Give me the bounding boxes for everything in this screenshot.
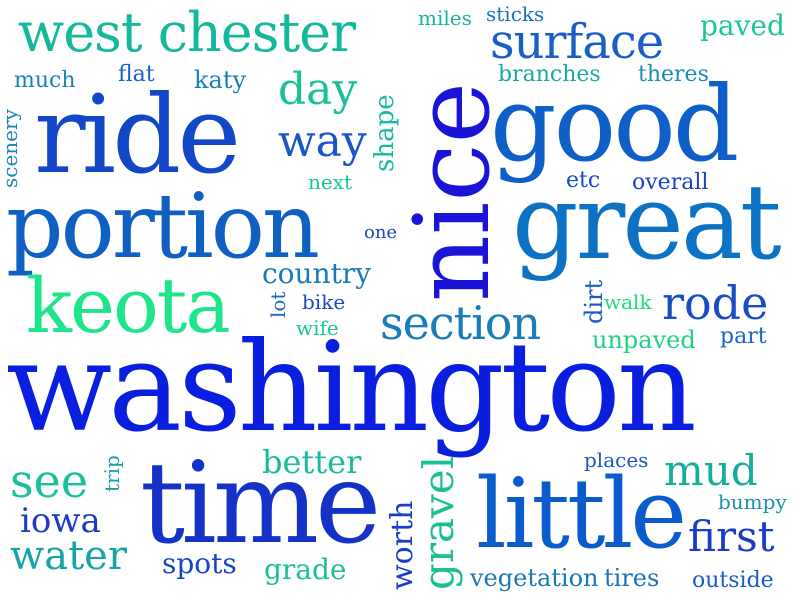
word-ride: ride <box>34 73 241 198</box>
word-places: places <box>584 448 649 472</box>
word-water: water <box>10 533 127 579</box>
word-dirt: dirt <box>580 279 608 324</box>
word-spots: spots <box>162 547 237 580</box>
word-branches: branches <box>498 62 601 87</box>
word-lot: lot <box>266 291 290 318</box>
word-tires: tires <box>604 564 660 592</box>
word-wife: wife <box>296 316 339 340</box>
word-bike: bike <box>302 290 346 314</box>
word-theres: theres <box>638 62 709 87</box>
word-outside: outside <box>692 568 774 593</box>
word-good: good <box>490 63 739 185</box>
word-see: see <box>10 454 89 508</box>
word-miles: miles <box>418 6 472 30</box>
word-overall: overall <box>632 170 709 195</box>
word-time: time <box>140 439 381 569</box>
word-rode: rode <box>662 276 769 330</box>
word-shape: shape <box>370 94 400 172</box>
word-trip: trip <box>100 455 124 492</box>
word-paved: paved <box>700 9 785 42</box>
word-sticks: sticks <box>486 2 545 26</box>
word-section: section <box>380 296 541 350</box>
word-country: country <box>262 257 372 290</box>
word-better: better <box>262 443 362 481</box>
word-west-chester: west chester <box>18 1 356 64</box>
word-nice: nice <box>391 81 513 302</box>
word-scenery: scenery <box>0 109 22 188</box>
word-gravel: gravel <box>414 455 463 590</box>
word-surface: surface <box>490 14 664 70</box>
word-way: way <box>278 116 367 167</box>
word-great: great <box>512 161 782 283</box>
word-day: day <box>278 64 358 115</box>
word-portion: portion <box>6 174 320 279</box>
word-next: next <box>308 170 353 194</box>
word-bumpy: bumpy <box>718 490 787 514</box>
word-little: little <box>476 458 687 570</box>
word-etc: etc <box>566 168 601 193</box>
word-first: first <box>688 512 775 561</box>
word-vegetation: vegetation <box>470 564 599 592</box>
word-one: one <box>364 222 398 243</box>
word-iowa: iowa <box>20 501 101 541</box>
word-katy: katy <box>194 66 247 94</box>
word-flat: flat <box>118 62 155 87</box>
word-part: part <box>720 324 767 349</box>
word-walk: walk <box>604 290 652 314</box>
word-much: much <box>14 68 76 93</box>
word-mud: mud <box>664 446 758 495</box>
word-unpaved: unpaved <box>592 326 696 354</box>
word-worth: worth <box>385 500 420 590</box>
word-washington: washington <box>6 316 697 460</box>
word-keota: keota <box>26 261 231 350</box>
word-grade: grade <box>264 553 347 586</box>
